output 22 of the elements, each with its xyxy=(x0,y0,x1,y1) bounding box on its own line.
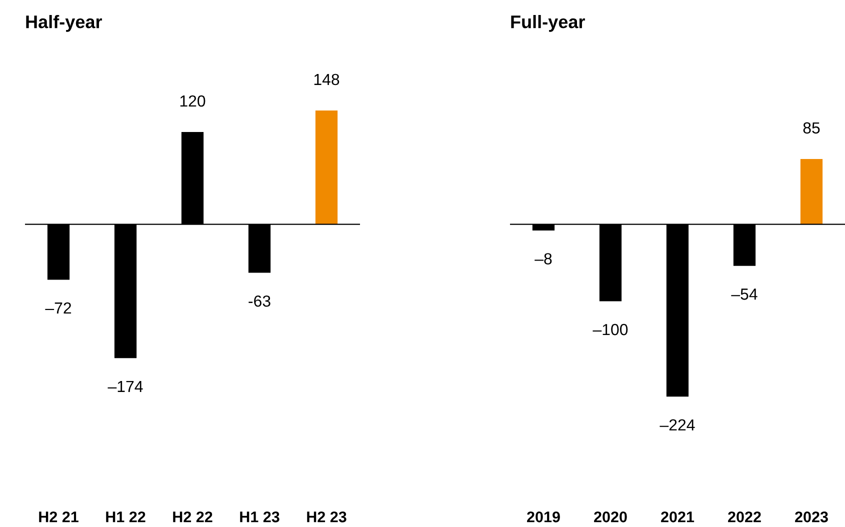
data-label: –224 xyxy=(660,419,695,430)
x-tick-label: 2019 xyxy=(527,512,560,522)
x-tick-label: H2 22 xyxy=(173,512,212,522)
chart-title: Full-year xyxy=(511,15,585,32)
x-tick-label: 2023 xyxy=(795,512,828,522)
x-tick-label: 2021 xyxy=(661,512,694,522)
chart-title: Half-year xyxy=(26,15,102,32)
data-label: –8 xyxy=(534,253,552,264)
x-tick-label: 2022 xyxy=(728,512,761,522)
x-tick-label: H1 22 xyxy=(106,512,146,522)
data-label: –72 xyxy=(45,302,72,314)
data-label: 85 xyxy=(803,122,820,134)
data-label: -63 xyxy=(248,295,270,307)
data-label: –100 xyxy=(592,324,628,336)
x-tick-label: H2 21 xyxy=(39,512,78,522)
data-label: 120 xyxy=(180,95,206,107)
x-tick-label: 2020 xyxy=(594,512,627,522)
data-label: –54 xyxy=(731,288,758,300)
x-tick-label: H1 23 xyxy=(240,512,280,522)
data-label: 148 xyxy=(314,74,340,86)
data-label: –174 xyxy=(108,380,143,392)
x-tick-label: H2 23 xyxy=(307,512,346,522)
